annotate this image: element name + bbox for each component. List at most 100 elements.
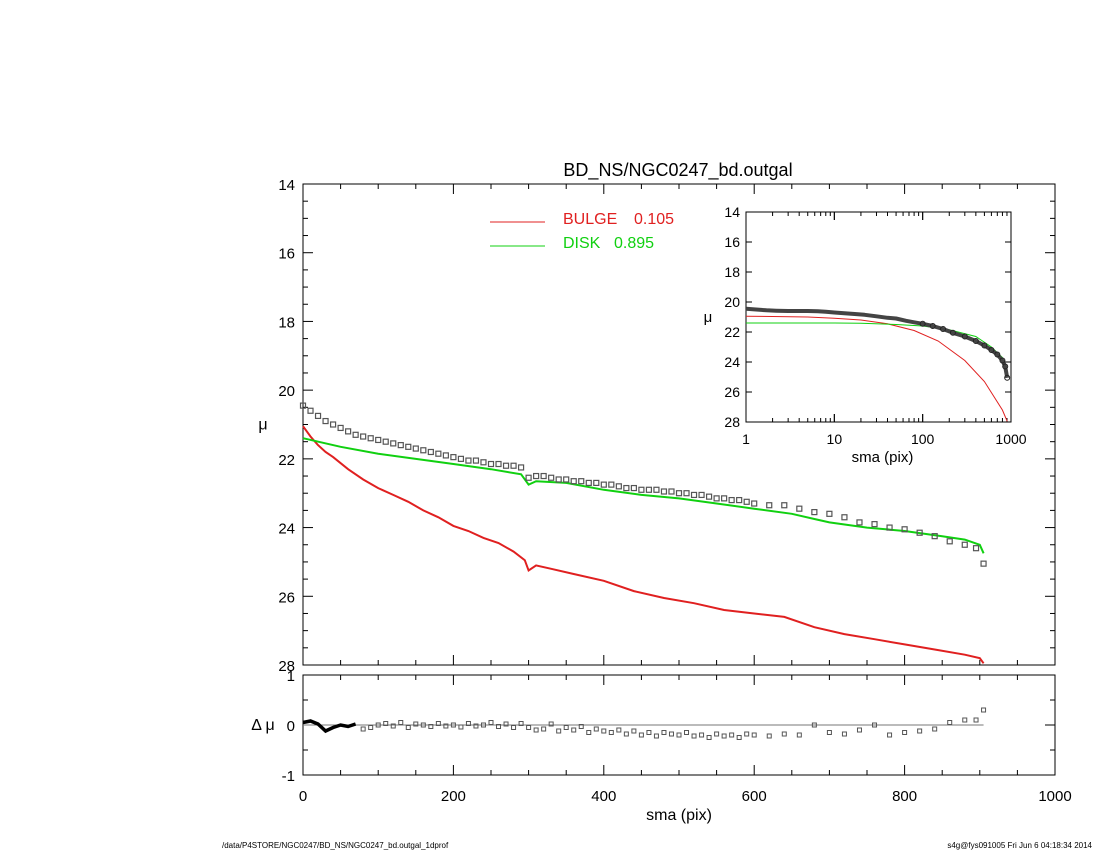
inset-y-tick-label: 20 <box>724 294 740 310</box>
residual-point <box>368 725 374 730</box>
main-profile-panel: 14 16 18 20 22 24 26 28 μ BULGE 0.105 DISK 0.895 <box>258 177 1056 675</box>
residual-point <box>691 733 697 739</box>
legend-label-disk: DISK <box>563 235 601 252</box>
residual-point <box>465 721 471 726</box>
main-data-point <box>390 440 397 447</box>
main-data-point <box>502 462 510 469</box>
main-data-point <box>743 498 750 505</box>
main-data-point <box>600 481 607 488</box>
residual-point <box>390 723 396 729</box>
main-data-point <box>751 500 758 507</box>
inset-x-tick-label: 100 <box>911 431 935 447</box>
residual-point <box>413 721 419 727</box>
main-data-point <box>465 457 472 464</box>
inset-data-point <box>988 347 995 353</box>
x-tick-label: 400 <box>591 788 616 805</box>
residual-point <box>811 722 817 728</box>
residual-point <box>496 724 502 729</box>
inset-x-tick-label: 1000 <box>995 431 1026 447</box>
main-data-point <box>886 524 893 531</box>
residual-inner-trace <box>302 719 357 734</box>
main-y-tick-label: 26 <box>278 589 295 606</box>
inset-data-point <box>972 338 979 344</box>
main-data-point <box>525 474 532 481</box>
residual-point <box>872 722 878 728</box>
inset-data-point <box>1002 363 1009 370</box>
residual-point <box>556 728 562 734</box>
residual-point <box>721 733 727 739</box>
residual-point <box>751 732 757 738</box>
main-data-point <box>480 459 487 466</box>
main-data-point <box>630 484 637 492</box>
inset-y-tick-label: 22 <box>724 324 740 340</box>
main-y-tick-label: 24 <box>278 521 295 538</box>
main-data-point <box>367 435 374 442</box>
inset-data-point <box>1004 374 1011 381</box>
main-data-point <box>623 484 630 492</box>
residual-point <box>826 730 832 735</box>
main-data-point <box>442 452 449 459</box>
residual-point <box>435 721 441 726</box>
residual-point <box>375 722 381 728</box>
residual-point <box>526 725 532 730</box>
footer-timestamp: s4g@fys091005 Fri Jun 6 04:18:34 2014 <box>947 841 1092 850</box>
main-data-point <box>487 460 495 468</box>
x-axis-label: sma (pix) <box>646 807 712 824</box>
residual-point <box>781 731 787 737</box>
main-data-point <box>307 407 314 414</box>
main-data-point <box>690 491 698 499</box>
residual-point <box>631 728 637 734</box>
main-data-point <box>683 490 690 497</box>
residual-y-axis-label: Δ μ <box>251 717 274 734</box>
main-data-point <box>555 476 562 483</box>
residual-y-tick-label: 0 <box>287 718 295 735</box>
main-data-point <box>736 496 743 504</box>
main-data-point <box>931 533 938 540</box>
residual-point <box>917 728 923 734</box>
residual-point <box>563 725 569 730</box>
main-data-point <box>660 488 668 495</box>
x-tick-label: 800 <box>892 788 917 805</box>
residual-point <box>796 732 802 738</box>
main-data-point <box>916 529 923 536</box>
inset-x-axis-label: sma (pix) <box>852 449 914 466</box>
chart-title: BD_NS/NGC0247_bd.outgal <box>563 160 792 181</box>
main-data-point <box>382 438 389 445</box>
main-data-point <box>548 474 555 481</box>
residual-point <box>518 721 524 726</box>
inset-x-tick-label: 10 <box>827 431 843 447</box>
main-data-point <box>811 509 818 516</box>
main-data-point <box>314 412 322 420</box>
main-data-point <box>397 442 404 449</box>
residual-point <box>684 730 690 735</box>
residual-point <box>962 717 968 723</box>
footer-file-path: /data/P4STORE/NGC0247/BD_NS/NGC0247_bd.o… <box>222 841 449 850</box>
residual-point <box>360 726 366 732</box>
inset-y-tick-label: 18 <box>724 264 740 280</box>
residual-point <box>511 725 517 730</box>
residual-point <box>608 730 614 735</box>
main-data-point <box>472 457 480 464</box>
main-data-point <box>533 472 540 480</box>
main-data-point <box>766 502 773 509</box>
inset-data-point <box>949 329 956 336</box>
residual-point <box>383 721 389 726</box>
main-data-point <box>352 431 359 438</box>
residual-point <box>668 731 674 737</box>
inset-data-point <box>940 326 947 332</box>
residual-point <box>736 735 742 740</box>
residual-point <box>706 735 712 740</box>
x-tick-label: 600 <box>742 788 767 805</box>
main-data-point <box>578 478 585 485</box>
main-data-point <box>841 514 848 521</box>
residual-point <box>593 726 599 732</box>
inset-data-point <box>919 320 926 327</box>
residual-point <box>646 730 652 735</box>
residual-point <box>932 726 938 732</box>
main-data-point <box>450 454 457 461</box>
main-y-tick-label: 18 <box>278 314 295 331</box>
residual-point <box>443 723 449 729</box>
main-data-point <box>337 424 344 432</box>
